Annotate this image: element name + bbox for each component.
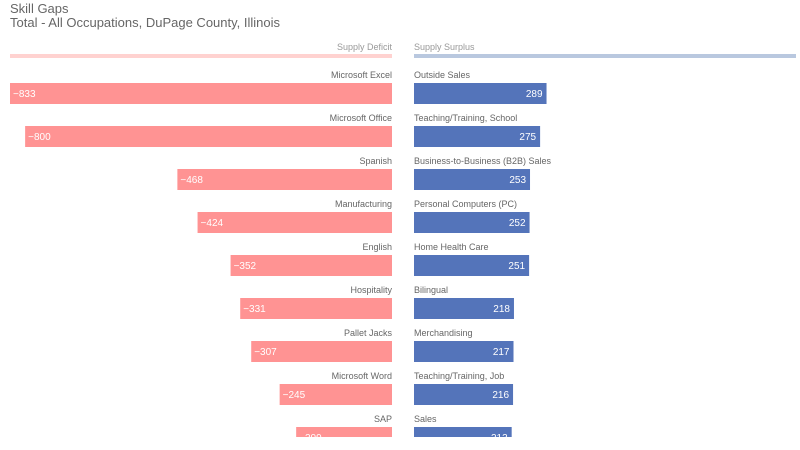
surplus-category-label: Personal Computers (PC) [414,199,517,209]
deficit-bar[interactable] [197,212,392,233]
surplus-value-label: 289 [526,89,543,100]
surplus-category-label: Teaching/Training, Job [414,371,504,381]
deficit-category-label: SAP [374,414,392,424]
deficit-value-label: −245 [283,390,306,401]
deficit-value-label: −833 [13,89,36,100]
surplus-bar[interactable] [414,126,541,147]
skill-gaps-chart: Supply Deficit Supply Surplus Microsoft … [10,42,796,437]
deficit-value-label: −307 [254,347,277,358]
surplus-header: Supply Surplus [414,42,475,52]
deficit-bar[interactable] [230,255,392,276]
deficit-category-label: Hospitality [350,285,392,295]
surplus-value-label: 275 [519,132,536,143]
deficit-bar[interactable] [10,83,392,104]
deficit-value-label: −352 [234,261,257,272]
deficit-category-label: Microsoft Excel [331,70,392,80]
surplus-category-label: Bilingual [414,285,448,295]
deficit-bar[interactable] [240,298,392,319]
chart-viewport[interactable]: Supply Deficit Supply Surplus Microsoft … [0,0,800,437]
surplus-value-label: 251 [508,261,525,272]
deficit-header: Supply Deficit [337,42,393,52]
deficit-value-label: −468 [180,175,203,186]
deficit-category-label: Manufacturing [335,199,392,209]
surplus-value-label: 252 [509,218,526,229]
deficit-category-label: English [362,242,392,252]
deficit-value-label: −800 [28,132,51,143]
chart-title: Skill Gaps [10,1,69,16]
surplus-header-bar [414,54,796,58]
deficit-value-label: −209 [299,433,322,437]
surplus-bar[interactable] [414,298,514,319]
surplus-bar[interactable] [414,83,547,104]
surplus-bar[interactable] [414,169,531,190]
surplus-category-label: Sales [414,414,437,424]
deficit-category-label: Microsoft Office [330,113,392,123]
deficit-value-label: −424 [201,218,224,229]
surplus-category-label: Business-to-Business (B2B) Sales [414,156,552,166]
deficit-bar[interactable] [296,427,392,437]
surplus-bar[interactable] [414,384,514,405]
surplus-category-label: Home Health Care [414,242,489,252]
deficit-bar[interactable] [279,384,392,405]
surplus-bar[interactable] [414,341,514,362]
deficit-header-bar [10,54,392,58]
surplus-value-label: 213 [491,433,508,437]
surplus-bar[interactable] [414,427,512,437]
surplus-value-label: 253 [509,175,526,186]
deficit-category-label: Spanish [359,156,392,166]
surplus-bar[interactable] [414,212,530,233]
deficit-value-label: −331 [243,304,266,315]
surplus-category-label: Teaching/Training, School [414,113,517,123]
surplus-bar[interactable] [414,255,530,276]
surplus-category-label: Merchandising [414,328,473,338]
deficit-bar[interactable] [177,169,392,190]
surplus-category-label: Outside Sales [414,70,471,80]
chart-subtitle: Total - All Occupations, DuPage County, … [10,15,281,30]
surplus-value-label: 216 [492,390,509,401]
deficit-category-label: Microsoft Word [332,371,392,381]
surplus-value-label: 218 [493,304,510,315]
deficit-bar[interactable] [25,126,393,147]
surplus-value-label: 217 [493,347,510,358]
deficit-bar[interactable] [251,341,392,362]
deficit-category-label: Pallet Jacks [344,328,393,338]
